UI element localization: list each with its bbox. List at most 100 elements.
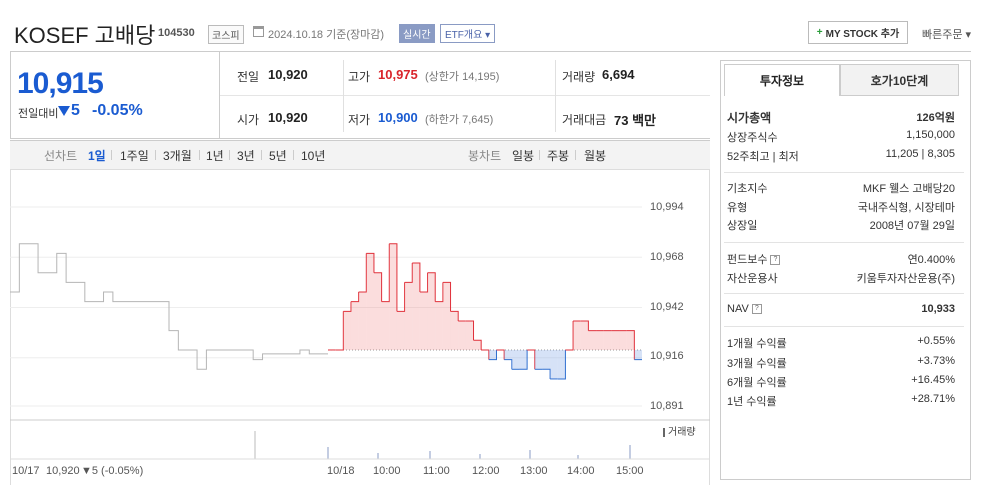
realtime-button[interactable]: 실시간 — [399, 24, 435, 43]
chevron-down-icon: ▾ — [965, 29, 972, 41]
period-5y[interactable]: 5년 — [269, 149, 287, 163]
manager-value: 키움투자자산운용(주) — [856, 273, 955, 285]
volume-legend: 거래량 — [663, 423, 696, 438]
diff-label: 전일대비 — [18, 108, 59, 120]
today-line-segment — [427, 272, 436, 302]
today-line-segment — [366, 252, 375, 273]
toolbar-sep — [539, 150, 540, 160]
today-line-segment — [565, 320, 574, 351]
calendar-icon — [253, 26, 264, 37]
today-line-segment — [496, 349, 505, 360]
return-6m-row: 6개월 수익률 +16.45% — [727, 374, 955, 390]
tab-invest-info[interactable]: 투자정보 — [724, 64, 840, 96]
shares-row: 상장주식수 1,150,000 — [727, 129, 955, 145]
quick-order-dropdown[interactable]: 빠른주문 ▾ — [922, 26, 971, 42]
w52-label: 52주최고 | 최저 — [727, 151, 799, 163]
today-line-segment — [373, 272, 383, 302]
diff-value: 5 — [71, 102, 80, 119]
footer-prev-date: 10/17 — [12, 465, 40, 477]
add-mystock-button[interactable]: + MY STOCK 추가 — [808, 21, 908, 44]
high-label: 고가 — [348, 70, 371, 84]
today-line-segment — [504, 359, 513, 370]
today-line-segment — [542, 368, 551, 379]
y-tick: 10,891 — [650, 400, 684, 412]
return-1y-row: 1년 수익률 +28.71% — [727, 393, 955, 409]
area-fill — [458, 320, 466, 350]
panel-divider — [724, 326, 964, 327]
toolbar-sep — [155, 150, 156, 160]
toolbar-sep — [199, 150, 200, 160]
today-line-segment — [442, 281, 452, 312]
y-tick: 10,994 — [650, 201, 684, 213]
panel-divider — [724, 172, 964, 173]
manager-label: 자산운용사 — [727, 273, 778, 285]
w52-value: 11,205 | 8,305 — [885, 148, 955, 160]
panel-divider — [724, 293, 964, 294]
today-line-segment — [419, 272, 429, 293]
x-tick: 14:00 — [567, 465, 595, 477]
area-fill — [519, 349, 528, 370]
today-line-segment — [527, 349, 536, 370]
area-fill — [488, 349, 497, 360]
low-label: 저가 — [348, 113, 371, 127]
candle-daily[interactable]: 일봉 — [512, 149, 535, 163]
area-fill — [412, 263, 420, 350]
area-fill — [511, 349, 520, 370]
period-1y[interactable]: 1년 — [206, 149, 224, 163]
period-3m[interactable]: 3개월 — [163, 149, 192, 163]
market-cap-label: 시가총액 — [727, 111, 772, 125]
period-10y[interactable]: 10년 — [301, 149, 326, 163]
candle-chart-label: 봉차트 — [468, 149, 502, 163]
x-tick: 13:00 — [520, 465, 548, 477]
upper-limit: (상한가 14,195) — [425, 71, 500, 83]
etf-overview-label: ETF개요 — [445, 30, 483, 41]
area-fill — [588, 330, 597, 350]
today-line-segment — [350, 292, 360, 303]
candle-monthly[interactable]: 월봉 — [584, 149, 607, 163]
period-3y[interactable]: 3년 — [237, 149, 255, 163]
today-line-segment — [412, 262, 421, 293]
area-fill — [442, 282, 451, 350]
x-tick: 10/18 — [327, 465, 355, 477]
area-fill — [435, 301, 443, 350]
stock-code: 104530 — [158, 27, 195, 39]
shares-label: 상장주식수 — [727, 132, 778, 144]
period-1d[interactable]: 1일 — [88, 149, 106, 163]
area-fill — [427, 272, 436, 350]
period-1w[interactable]: 1주일 — [120, 149, 149, 163]
page-title: KOSEF 고배당 — [14, 23, 156, 48]
area-fill — [611, 330, 620, 350]
candle-weekly[interactable]: 주봉 — [547, 149, 570, 163]
help-icon[interactable]: ? — [751, 304, 762, 315]
area-fill — [557, 349, 566, 379]
toolbar-sep — [293, 150, 294, 160]
x-tick: 11:00 — [423, 465, 450, 477]
market-badge: 코스피 — [208, 25, 244, 44]
help-icon[interactable]: ? — [770, 255, 781, 266]
header-divider — [10, 51, 971, 52]
return-3m-label: 3개월 수익률 — [727, 358, 787, 370]
chart-area[interactable] — [10, 170, 710, 485]
return-1m-row: 1개월 수익률 +0.55% — [727, 335, 955, 351]
return-1y-value: +28.71% — [911, 393, 955, 405]
volume-label: 거래량 — [562, 70, 596, 84]
high-value: 10,975 — [378, 67, 418, 82]
return-1m-label: 1개월 수익률 — [727, 338, 787, 350]
area-fill — [450, 311, 459, 350]
etf-overview-dropdown[interactable]: ETF개요 ▾ — [440, 24, 496, 43]
today-line-segment — [519, 349, 528, 370]
lower-limit: (하한가 7,645) — [425, 114, 494, 126]
price-chart[interactable] — [10, 170, 710, 485]
diff-percent: -0.05% — [92, 102, 143, 119]
tab-orderbook[interactable]: 호가10단계 — [840, 64, 959, 96]
listed-row: 상장일 2008년 07월 29일 — [727, 217, 955, 233]
add-mystock-label: MY STOCK 추가 — [825, 29, 900, 40]
area-fill — [573, 320, 581, 350]
x-tick: 10:00 — [373, 465, 401, 477]
area-fill — [534, 349, 543, 370]
nav-value: 10,933 — [921, 303, 955, 315]
today-line-segment — [481, 349, 490, 360]
prev-day-line — [10, 243, 328, 370]
area-fill — [465, 320, 474, 350]
return-1m-value: +0.55% — [917, 335, 955, 347]
